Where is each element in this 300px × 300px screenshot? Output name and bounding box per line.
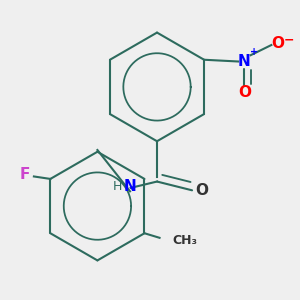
Text: CH₃: CH₃ — [172, 234, 197, 247]
Text: F: F — [20, 167, 30, 182]
Text: +: + — [250, 47, 258, 57]
Text: O: O — [195, 183, 208, 198]
Text: O: O — [238, 85, 251, 100]
Text: N: N — [238, 54, 251, 69]
Text: N: N — [124, 178, 136, 194]
Text: H: H — [113, 180, 122, 193]
Text: −: − — [284, 33, 294, 46]
Text: O: O — [271, 36, 284, 51]
